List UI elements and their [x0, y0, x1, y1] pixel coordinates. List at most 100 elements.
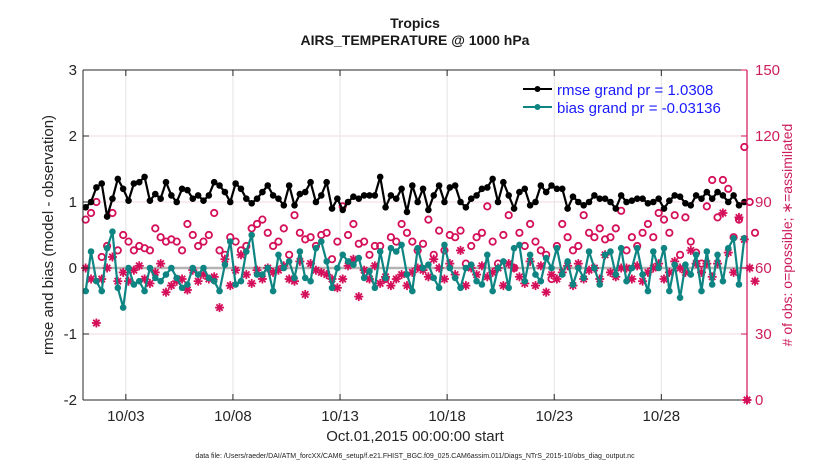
obs-possible-marker [590, 233, 599, 242]
obs-possible-marker [108, 208, 117, 218]
obs-possible-marker [724, 184, 733, 193]
y-tick-label: 2 [69, 128, 77, 145]
bias-point [698, 287, 705, 295]
bias-point [168, 264, 175, 272]
rmse-point [178, 185, 186, 193]
rmse-point [317, 192, 325, 199]
obs-assimilated-marker [236, 250, 246, 260]
obs-possible-marker [295, 228, 304, 237]
bias-point [666, 287, 673, 295]
bias-point [607, 248, 614, 255]
rmse-point [200, 197, 207, 204]
rmse-point [628, 197, 636, 204]
rmse-point [478, 185, 486, 193]
obs-possible-marker [402, 228, 412, 237]
obs-possible-marker [343, 230, 353, 240]
bias-point [350, 261, 357, 269]
rmse-point [312, 198, 320, 206]
rmse-point [521, 185, 529, 193]
bias-point [189, 264, 197, 272]
rmse-point [446, 184, 454, 191]
rmse-point [350, 193, 357, 201]
bias-point [392, 248, 400, 255]
obs-possible-marker [210, 208, 219, 218]
bias-point [596, 281, 604, 288]
bias-point [580, 274, 587, 282]
obs-possible-marker [129, 246, 138, 255]
bias-point [467, 261, 475, 269]
obs-assimilated-marker [156, 259, 166, 269]
bias-point [451, 274, 459, 282]
rmse-point [141, 173, 148, 181]
obs-possible-marker [536, 246, 545, 255]
bias-point [639, 271, 646, 278]
rmse-point [296, 190, 304, 198]
rmse-point [532, 198, 539, 206]
obs-possible-marker [322, 228, 331, 237]
bias-point [526, 251, 534, 259]
rmse-point [735, 202, 743, 209]
y2-tick-label: 90 [755, 194, 772, 211]
obs-possible-marker [638, 228, 647, 237]
rmse-point [275, 195, 282, 202]
obs-assimilated-marker [118, 267, 128, 277]
bias-point [232, 281, 239, 288]
bias-point [741, 235, 748, 242]
bias-point [376, 248, 384, 255]
bias-point [633, 244, 641, 252]
obs-possible-marker [172, 237, 181, 246]
obs-possible-marker [627, 233, 636, 242]
obs-possible-marker [659, 215, 669, 224]
bias-point [623, 277, 630, 285]
rmse-point [125, 197, 132, 204]
obs-possible-marker [177, 246, 187, 255]
obs-assimilated-marker [215, 303, 225, 313]
obs-assimilated-marker [386, 281, 396, 291]
y-tick-label: -1 [64, 326, 77, 343]
obs-possible-marker [563, 233, 572, 242]
rmse-point [644, 200, 652, 207]
rmse-point [419, 185, 427, 193]
bias-point [457, 284, 464, 292]
rmse-point [542, 188, 550, 196]
obs-possible-marker [488, 237, 497, 246]
obs-possible-marker [306, 233, 315, 242]
bias-point [387, 244, 395, 252]
bias-point [692, 251, 700, 259]
bias-point [135, 277, 143, 285]
obs-assimilated-marker [354, 292, 364, 302]
rmse-point [451, 182, 459, 189]
bias-point [655, 264, 662, 272]
bias-point [628, 264, 636, 272]
data-file-footnote: data file: /Users/raeder/DAI/ATM_forcXX/… [195, 453, 635, 460]
bias-point [516, 241, 523, 249]
obs-possible-marker [451, 233, 460, 242]
obs-possible-marker [681, 213, 690, 222]
obs-possible-marker [151, 224, 160, 233]
obs-assimilated-marker [456, 245, 466, 255]
bias-point [312, 244, 320, 252]
bias-point [178, 284, 186, 292]
rmse-point [698, 195, 705, 202]
rmse-point [510, 205, 518, 212]
legend-bias-label: bias grand pr = -0.03136 [557, 100, 721, 117]
obs-possible-marker [119, 230, 128, 240]
bias-point [521, 277, 529, 285]
rmse-point [569, 193, 577, 201]
rmse-point [301, 188, 309, 196]
x-tick-label: 10/03 [107, 408, 145, 425]
rmse-point [269, 192, 277, 199]
rmse-point [548, 182, 555, 189]
obs-assimilated-marker [161, 287, 171, 297]
rmse-point [232, 180, 239, 187]
obs-possible-marker [702, 202, 711, 211]
bias-point [649, 248, 657, 255]
rmse-point [553, 185, 561, 193]
rmse-point [157, 195, 164, 202]
obs-possible-marker [285, 250, 294, 259]
obs-assimilated-marker [375, 278, 385, 288]
rmse-point [462, 203, 470, 211]
bias-point [500, 258, 507, 265]
obs-possible-marker [199, 237, 208, 246]
obs-possible-marker [606, 233, 615, 242]
